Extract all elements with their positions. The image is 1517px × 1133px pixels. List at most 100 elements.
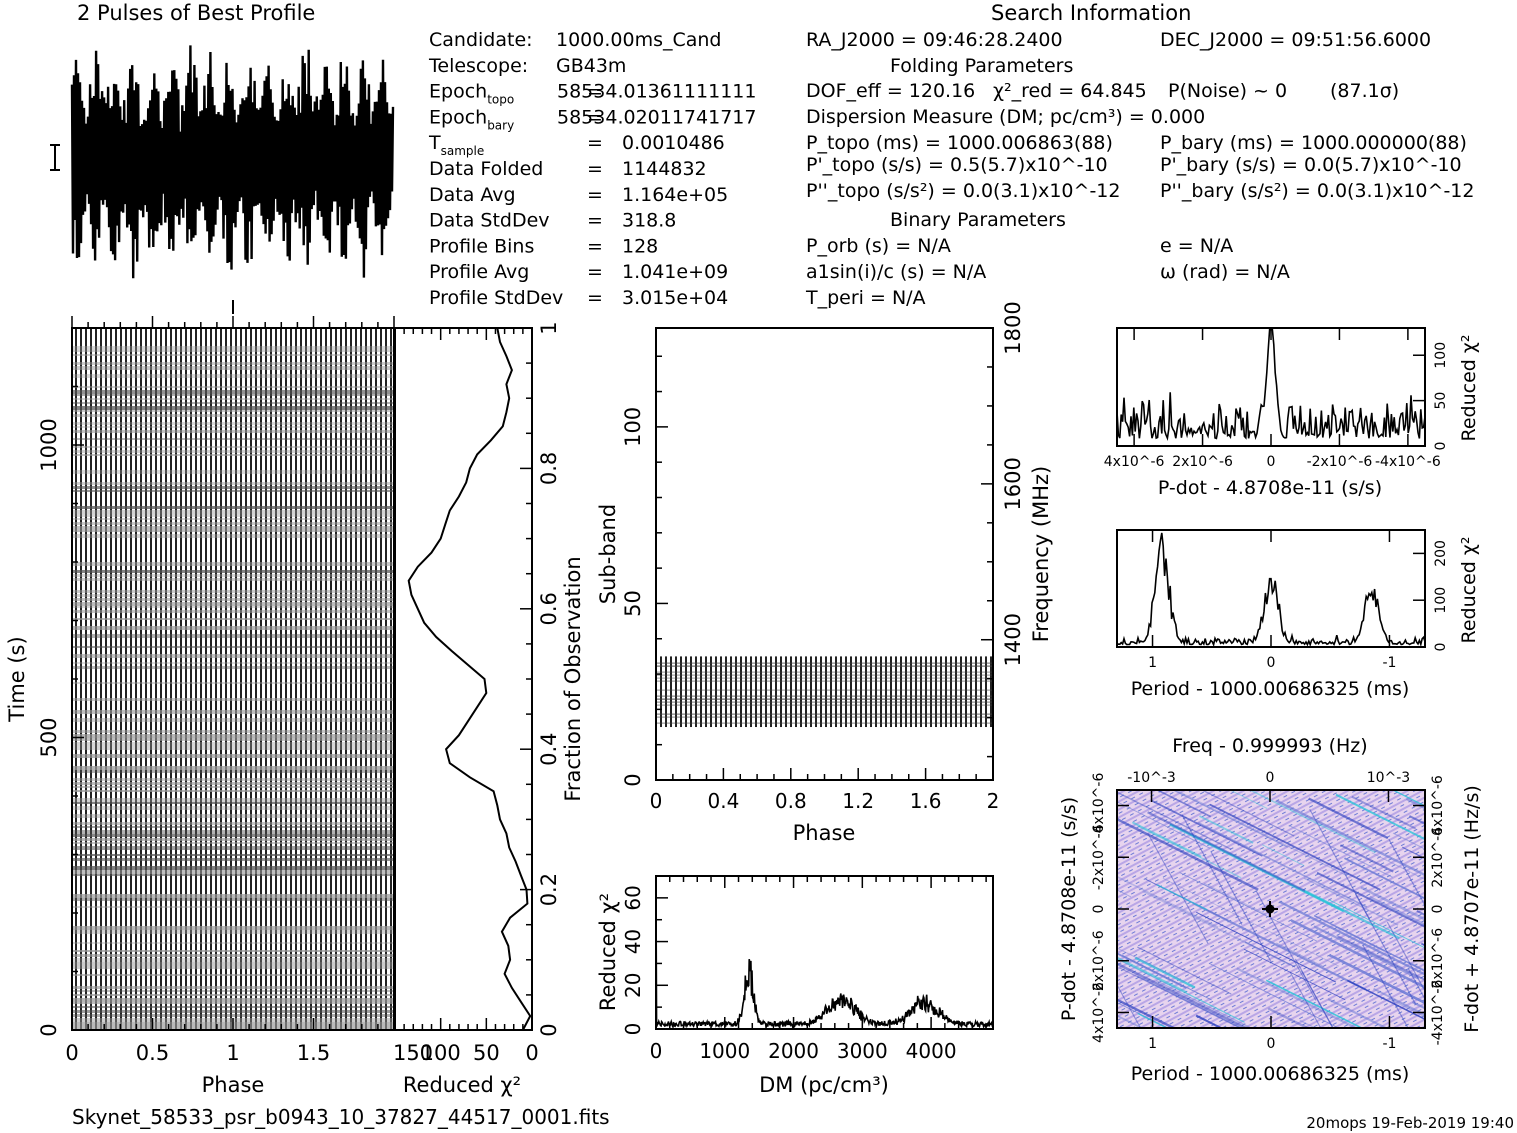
info-left-equals: = — [587, 210, 603, 232]
time-phase-band — [72, 618, 394, 620]
info-left-equals: = — [587, 158, 603, 180]
subband-row — [656, 674, 993, 676]
time-phase-band — [72, 606, 394, 608]
info-left-label: Candidate: — [429, 29, 533, 51]
time-phase-band — [72, 426, 394, 428]
time-phase-band — [72, 842, 394, 844]
period-pdot-streak — [1117, 817, 1259, 891]
pdot-xticklabel: 2x10^-6 — [1172, 454, 1233, 470]
period-pdot-streak — [1303, 877, 1399, 926]
pdtopo-text: P'_topo (s/s) = 0.5(5.7)x10^-10 — [806, 154, 1108, 176]
period-pdot-streak — [1339, 844, 1394, 873]
pdot-frame — [1116, 327, 1426, 447]
period-pdot-streak — [1117, 791, 1232, 850]
info-left-value: 1.164e+05 — [622, 184, 728, 206]
time-phase-band — [72, 578, 394, 581]
info-left-value: GB43m — [556, 55, 626, 77]
period-pdot-yticklabel: 2x10^-6 — [1091, 930, 1107, 991]
ecc-text: e = N/A — [1160, 235, 1233, 257]
time-phase-band — [72, 966, 394, 969]
period-pdot-streak — [1313, 925, 1420, 980]
period-pdot-xticklabel: -1 — [1382, 1036, 1396, 1052]
period-pdot-streak — [1151, 799, 1263, 857]
period-pdot-streak — [1346, 979, 1425, 1021]
time-phase-band — [72, 874, 394, 876]
subband-y2ticklabel: 1600 — [1001, 457, 1025, 510]
time-phase-band — [72, 522, 394, 525]
time-phase-ylabel: Time (s) — [5, 636, 29, 722]
period-pdot-streak — [1244, 941, 1296, 968]
time-phase-band — [72, 350, 394, 352]
info-left-equals: = — [587, 287, 603, 309]
time-phase-band — [72, 998, 394, 1002]
time-phase-band — [72, 666, 394, 669]
dm-line — [655, 893, 994, 1030]
period-pdot-streak — [1117, 962, 1249, 1028]
time-chi2-yticklabel: 1 — [537, 321, 561, 334]
time-phase-band — [72, 994, 394, 996]
time-phase-band — [72, 954, 394, 957]
time-phase-band — [72, 986, 394, 989]
time-phase-band — [72, 870, 394, 874]
time-phase-band — [72, 634, 394, 638]
time-phase-band — [72, 962, 394, 966]
subband-row — [656, 677, 993, 679]
period-pdot-streak — [1308, 797, 1389, 840]
info-left-value: 3.015e+04 — [622, 287, 728, 309]
info-left-label: Data StdDev — [429, 210, 550, 232]
pdot-yticklabel: 100 — [1433, 342, 1449, 369]
time-phase-band — [72, 374, 394, 378]
time-phase-band — [72, 770, 394, 773]
time-phase-band — [72, 406, 394, 410]
period-pdot-streak — [1262, 844, 1305, 867]
ra-text: RA_J2000 = 09:46:28.2400 — [806, 29, 1063, 51]
period-pdot-streak — [1267, 1007, 1311, 1028]
period-pdot-yticklabel: 4x10^-6 — [1091, 982, 1107, 1043]
pddbary-text: P''_bary (s/s²) = 0.0(3.1)x10^-12 — [1160, 180, 1474, 202]
subband-xticklabel: 0.4 — [707, 789, 739, 813]
time-phase-band — [72, 610, 394, 613]
time-phase-band — [72, 590, 394, 593]
period-pdot-streak — [1200, 790, 1295, 837]
time-phase-band — [72, 470, 394, 474]
pdot-xlabel: P-dot - 4.8708e-11 (s/s) — [1158, 477, 1382, 499]
period-pdot-streak — [1137, 946, 1232, 995]
time-phase-band — [72, 482, 394, 485]
period-pdot-streak — [1181, 814, 1243, 925]
time-phase-bands — [72, 346, 394, 1030]
period-pdot-streak — [1236, 967, 1359, 1028]
time-phase-band — [72, 662, 394, 664]
period-pdot-streak — [1117, 1014, 1144, 1028]
subband-row — [656, 689, 993, 691]
time-phase-band — [72, 766, 394, 770]
period-pdot-ticks: 1 0 -1-10^-3 0 10^-34x10^-62x10^-60-2x10^-6-… — [1091, 770, 1446, 1052]
time-phase-yticklabel: 0 — [37, 1023, 61, 1036]
time-chi2-xlabel: Reduced χ² — [403, 1073, 521, 1097]
pdbary-text: P'_bary (s/s) = 0.0(5.7)x10^-10 — [1160, 154, 1462, 176]
pdot-yticklabel: 0 — [1433, 442, 1449, 451]
time-chi2-xticklabel: 100 — [421, 1041, 461, 1065]
time-chi2-yticklabel: 0 — [537, 1023, 561, 1036]
time-phase-band — [72, 354, 394, 356]
dm-xticklabel: 0 — [650, 1039, 663, 1063]
time-phase-band — [72, 846, 394, 850]
time-phase-band — [72, 410, 394, 412]
info-left-label: Profile Bins — [429, 235, 534, 257]
period-pdot-y2ticklabel: 2x10^-6 — [1430, 827, 1446, 888]
dm-yticklabel: 0 — [621, 1023, 645, 1036]
period-pdot-streak — [1117, 875, 1219, 929]
time-phase-band — [72, 826, 394, 828]
subband-y2ticklabel: 1800 — [1001, 301, 1025, 354]
period-pdot-streak — [1278, 900, 1425, 976]
time-chi2-yticklabel: 0.4 — [537, 732, 561, 765]
period-pdot-x2ticklabel: 10^-3 — [1367, 770, 1411, 786]
time-phase-band — [72, 854, 394, 856]
time-phase-band — [72, 790, 394, 792]
time-phase-band — [72, 1010, 394, 1013]
period-pdot-panel: 1 0 -1-10^-3 0 10^-34x10^-62x10^-60-2x10^-6-… — [1058, 735, 1483, 1085]
time-phase-band — [72, 514, 394, 517]
subband-xticklabel: 1.6 — [910, 789, 942, 813]
pddtopo-text: P''_topo (s/s²) = 0.0(3.1)x10^-12 — [806, 180, 1120, 202]
